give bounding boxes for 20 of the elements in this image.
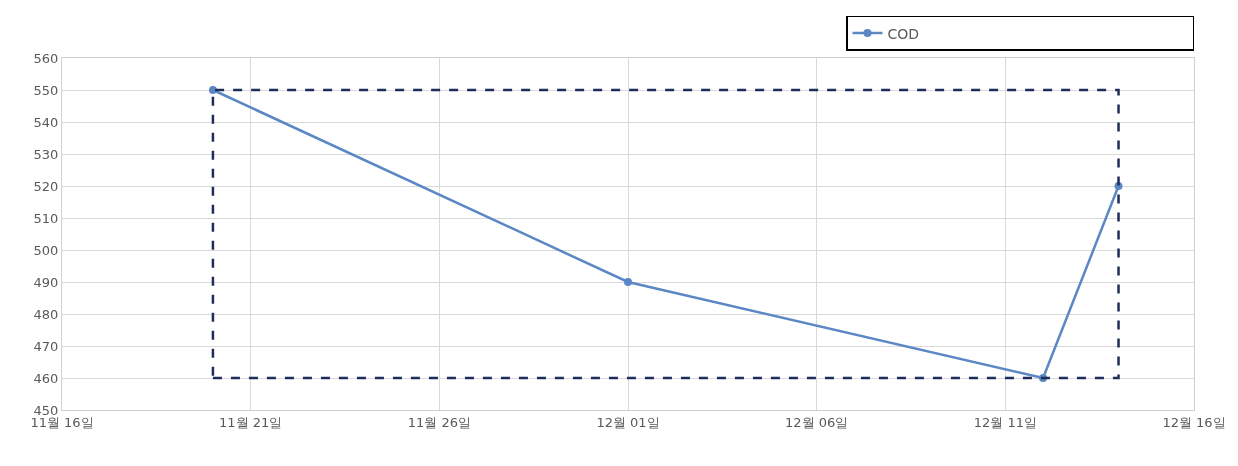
y-tick-label: 560 [33, 50, 59, 66]
y-tick-label: 530 [33, 146, 59, 162]
y-tick-label: 550 [33, 82, 59, 98]
y-tick-label: 540 [33, 114, 59, 130]
x-tick-label: 12월 01일 [596, 414, 660, 430]
y-tick-label: 500 [33, 242, 59, 258]
y-tick-label: 510 [33, 210, 59, 226]
x-tick-label: 11월 26일 [407, 414, 471, 430]
point [624, 278, 632, 286]
x-tick-label: 12월 11일 [973, 414, 1037, 430]
point [208, 86, 217, 94]
y-tick-label: 480 [33, 306, 59, 322]
y-tick-label: 490 [33, 274, 59, 290]
y-tick-label: 460 [33, 370, 59, 386]
y-tick-label: 470 [33, 338, 59, 354]
y-tick-label: 520 [33, 178, 59, 194]
x-tick-label: 12월 06일 [785, 414, 849, 430]
legend-label: COD [887, 25, 920, 42]
x-tick-label: 11월 21일 [219, 414, 283, 430]
x-tick-label: 12월 16일 [1162, 414, 1226, 430]
